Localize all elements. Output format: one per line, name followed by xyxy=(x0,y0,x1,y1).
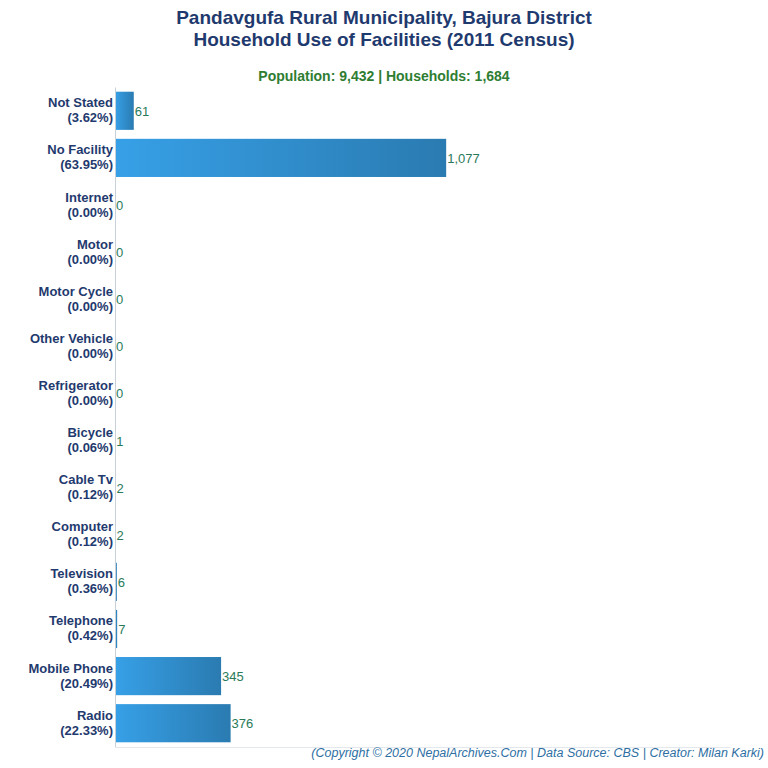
y-tick: Not Stated(3.62%) xyxy=(48,95,115,125)
y-tick-label: No Facility(63.95%) xyxy=(47,142,114,172)
y-tick-label: Other Vehicle(0.00%) xyxy=(30,331,113,361)
data-label: 0 xyxy=(116,386,123,401)
data-labels: 61 1,077 0 0 0 0 0 1 2 2 6 7 345 376 xyxy=(116,104,480,731)
y-tick-label: Not Stated(3.62%) xyxy=(48,95,113,125)
subtitle: Population: 9,432 | Households: 1,684 xyxy=(258,68,510,84)
y-tick: Motor(0.00%) xyxy=(67,237,115,267)
data-label: 0 xyxy=(116,198,123,213)
y-axis-line xyxy=(115,88,116,748)
data-label: 376 xyxy=(232,716,254,731)
data-label: 61 xyxy=(135,104,149,119)
y-tick-label: Motor Cycle(0.00%) xyxy=(39,284,113,314)
data-label: 7 xyxy=(118,622,125,637)
caption: (Copyright © 2020 NepalArchives.Com | Da… xyxy=(311,746,764,760)
data-label: 6 xyxy=(118,575,125,590)
bar xyxy=(115,657,221,695)
bar xyxy=(115,92,134,130)
y-tick: Radio(22.33%) xyxy=(60,708,115,738)
data-label: 2 xyxy=(117,481,124,496)
y-tick: Telephone(0.42%) xyxy=(49,613,115,643)
y-tick: Bicycle(0.06%) xyxy=(67,425,115,455)
data-label: 0 xyxy=(116,339,123,354)
data-label: 0 xyxy=(116,292,123,307)
y-tick-label: Bicycle(0.06%) xyxy=(67,425,113,455)
y-tick: Cable Tv(0.12%) xyxy=(59,472,115,502)
y-tick-label: Refrigerator(0.00%) xyxy=(39,378,113,408)
y-tick-label: Internet(0.00%) xyxy=(65,190,113,220)
data-label: 0 xyxy=(116,245,123,260)
data-label: 1 xyxy=(116,434,123,449)
y-tick-label: Mobile Phone(20.49%) xyxy=(29,661,114,691)
y-tick-label: Telephone(0.42%) xyxy=(49,613,113,643)
y-tick: Internet(0.00%) xyxy=(65,190,115,220)
y-tick: Refrigerator(0.00%) xyxy=(39,378,115,408)
data-label: 2 xyxy=(117,528,124,543)
bars xyxy=(115,92,446,743)
y-tick-label: Computer(0.12%) xyxy=(52,519,113,549)
y-tick: Other Vehicle(0.00%) xyxy=(30,331,115,361)
y-tick: Computer(0.12%) xyxy=(52,519,115,549)
bar xyxy=(115,704,231,742)
data-label: 345 xyxy=(222,669,244,684)
y-tick: No Facility(63.95%) xyxy=(47,142,115,172)
chart: Pandavgufa Rural Municipality, Bajura Di… xyxy=(0,0,768,768)
y-tick-label: Cable Tv(0.12%) xyxy=(59,472,114,502)
y-tick: Television(0.36%) xyxy=(50,566,115,596)
y-axis: Not Stated(3.62%) No Facility(63.95%) Inte… xyxy=(29,88,116,748)
data-label: 1,077 xyxy=(447,151,480,166)
y-tick: Mobile Phone(20.49%) xyxy=(29,661,116,691)
y-tick-label: Motor(0.00%) xyxy=(67,237,113,267)
y-tick-label: Television(0.36%) xyxy=(50,566,113,596)
y-tick-label: Radio(22.33%) xyxy=(60,708,113,738)
y-tick: Motor Cycle(0.00%) xyxy=(39,284,115,314)
title: Pandavgufa Rural Municipality, Bajura Di… xyxy=(176,7,592,50)
bar xyxy=(115,139,446,177)
